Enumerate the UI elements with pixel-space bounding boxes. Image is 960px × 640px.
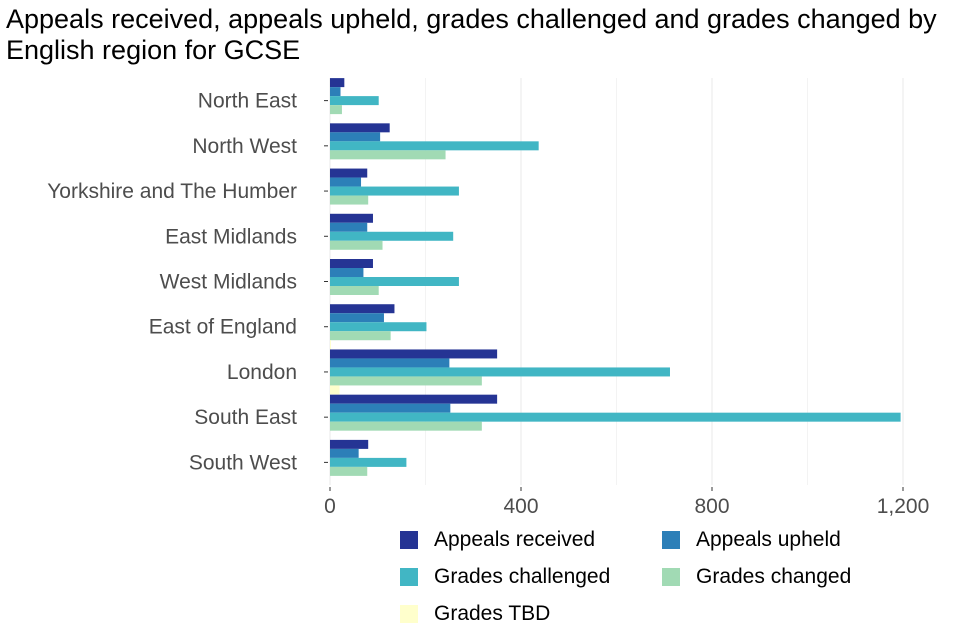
bar <box>330 222 368 232</box>
legend-label: Grades changed <box>696 565 852 588</box>
bar <box>330 340 331 350</box>
bar <box>330 322 427 332</box>
y-tick-label: West Midlands <box>160 271 297 294</box>
x-tick-label: 400 <box>503 495 538 518</box>
bar <box>330 448 359 458</box>
bar <box>330 421 482 431</box>
bar <box>330 177 362 187</box>
y-tick-label: North East <box>198 90 297 113</box>
bar <box>330 132 381 142</box>
x-tick-label: 0 <box>324 495 336 518</box>
bar <box>330 195 369 205</box>
legend-swatch <box>400 568 418 586</box>
bar <box>330 78 345 88</box>
x-tick-label: 1,200 <box>877 495 930 518</box>
bar <box>330 87 341 97</box>
bar <box>330 394 498 404</box>
legend-label: Appeals received <box>434 528 596 551</box>
legend-swatch <box>400 605 418 623</box>
y-tick-label: South West <box>189 451 297 474</box>
chart-title: Appeals received, appeals upheld, grades… <box>6 4 937 65</box>
bar <box>330 277 459 286</box>
bar <box>330 358 450 368</box>
bar <box>330 304 395 314</box>
bar <box>330 168 368 178</box>
y-tick-label: Yorkshire and The Humber <box>47 180 297 203</box>
legend-item: Appeals upheld <box>662 528 841 552</box>
bar <box>330 457 407 467</box>
bar <box>330 439 369 449</box>
legend-label: Grades TBD <box>434 602 551 625</box>
bar <box>330 141 539 151</box>
bar <box>330 231 454 241</box>
bar <box>330 123 390 133</box>
bar <box>330 268 364 277</box>
bar <box>330 313 384 323</box>
bar <box>330 349 498 359</box>
legend-item: Grades TBD <box>400 602 550 626</box>
bar <box>330 376 482 386</box>
bar <box>330 150 446 160</box>
bar <box>330 105 342 115</box>
bar <box>330 259 373 268</box>
x-tick-label: 800 <box>694 495 729 518</box>
bar <box>330 286 379 295</box>
bar <box>330 240 383 250</box>
y-tick-label: North West <box>192 135 297 158</box>
bar <box>330 186 459 196</box>
bar <box>330 385 340 395</box>
bar <box>330 213 373 223</box>
legend-item: Grades changed <box>662 565 851 589</box>
y-tick-label: South East <box>194 406 297 429</box>
bar <box>330 331 391 341</box>
legend-swatch <box>662 568 680 586</box>
bar <box>330 466 368 476</box>
legend-swatch <box>662 531 680 549</box>
bar <box>330 403 451 413</box>
bar <box>330 367 670 377</box>
legend-item: Appeals received <box>400 528 595 552</box>
legend-label: Grades challenged <box>434 565 611 588</box>
y-tick-label: East Midlands <box>165 225 297 248</box>
legend-swatch <box>400 531 418 549</box>
bar <box>330 412 901 422</box>
bar <box>330 96 379 106</box>
y-tick-label: East of England <box>149 316 297 339</box>
y-tick-label: London <box>227 361 297 384</box>
legend-label: Appeals upheld <box>696 528 841 551</box>
legend-item: Grades challenged <box>400 565 610 589</box>
